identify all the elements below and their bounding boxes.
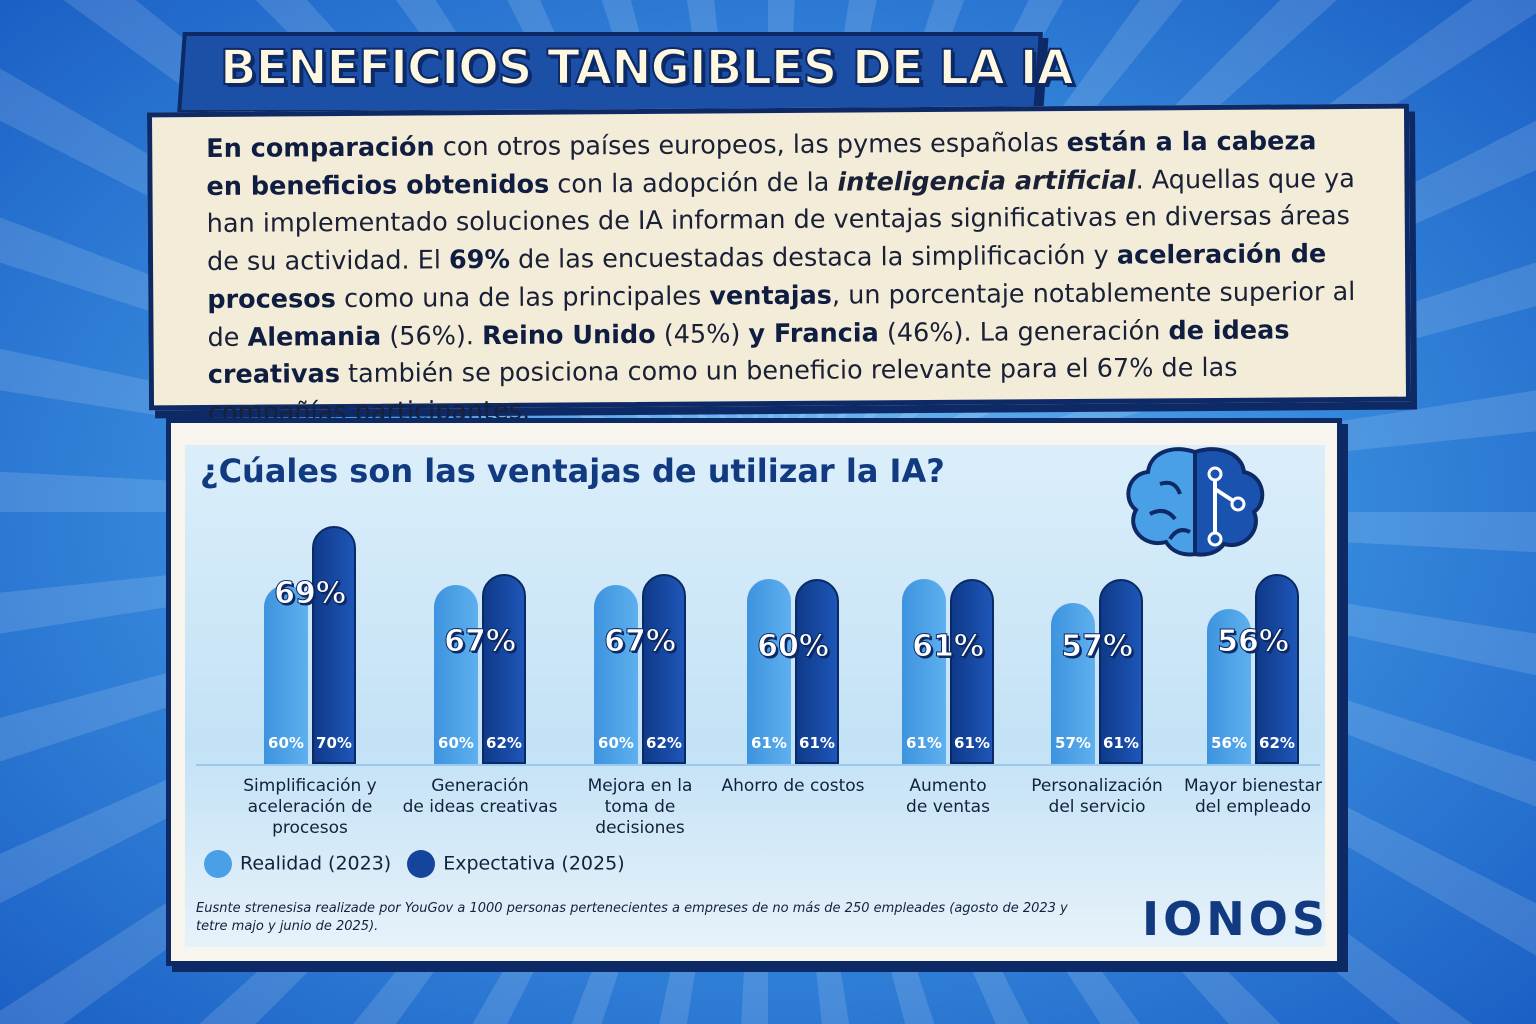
paragraph-segment: ventajas bbox=[709, 280, 833, 312]
category-label: Mayor bienestar del empleado bbox=[1183, 776, 1323, 817]
paragraph-segment: 69% bbox=[448, 244, 511, 276]
bar-realidad bbox=[434, 585, 478, 764]
legend-item-expectativa: Expectativa (2025) bbox=[407, 850, 625, 878]
bar-expectativa bbox=[950, 579, 994, 764]
bar-expectativa bbox=[795, 579, 839, 764]
category-label: Generación de ideas creativas bbox=[402, 776, 558, 817]
bar-realidad bbox=[594, 585, 638, 764]
value-label-realidad: 61% bbox=[906, 734, 942, 752]
category-label: Ahorro de costos bbox=[721, 776, 865, 796]
category-label: Aumento de ventas bbox=[906, 776, 990, 817]
category-label: Simplificación y aceleración de procesos bbox=[243, 776, 377, 838]
bar-expectativa bbox=[482, 573, 526, 764]
legend-swatch bbox=[407, 850, 436, 878]
value-label-expectativa: 62% bbox=[646, 734, 682, 752]
bar-expectativa bbox=[312, 525, 356, 764]
bar-realidad bbox=[264, 585, 308, 764]
category-label: Mejora en la toma de decisiones bbox=[587, 776, 693, 838]
paragraph-segment: (45%) bbox=[655, 318, 749, 350]
paragraph-segment: con la adopción de la bbox=[549, 167, 838, 200]
headline-value: 67% bbox=[444, 623, 517, 659]
headline-value: 69% bbox=[274, 575, 347, 611]
bar-expectativa bbox=[1099, 579, 1143, 764]
paragraph-segment: En comparación bbox=[206, 132, 435, 164]
value-label-realidad: 61% bbox=[751, 734, 787, 752]
bar-realidad bbox=[1051, 603, 1095, 764]
paragraph-segment: y Francia bbox=[748, 317, 879, 349]
category-label: Personalización del servicio bbox=[1031, 776, 1163, 817]
paragraph-segment: inteligencia artificial bbox=[837, 165, 1136, 198]
paragraph-segment: (56%). bbox=[381, 320, 483, 352]
chart-title: ¿Cúales son las ventajas de utilizar la … bbox=[200, 452, 945, 490]
bar-realidad bbox=[747, 579, 791, 764]
paragraph-segment: como una de las principales bbox=[335, 281, 710, 314]
headline-value: 60% bbox=[757, 629, 830, 665]
value-label-expectativa: 62% bbox=[486, 734, 522, 752]
value-label-realidad: 60% bbox=[268, 734, 304, 752]
paragraph-segment: de las encuestadas destaca la simplifica… bbox=[509, 240, 1117, 275]
value-label-expectativa: 61% bbox=[1103, 734, 1139, 752]
bar-realidad bbox=[902, 579, 946, 764]
brain-circuit-icon bbox=[1126, 447, 1265, 557]
page-title: BENEFICIOS TANGIBLES DE LA IA bbox=[219, 39, 1075, 97]
paragraph-segment: (46%). La generación bbox=[878, 315, 1169, 348]
legend: Realidad (2023) Expectativa (2025) bbox=[204, 850, 625, 878]
headline-value: 67% bbox=[604, 623, 677, 659]
bar-expectativa bbox=[1255, 573, 1299, 764]
paragraph-segment: Reino Unido bbox=[481, 319, 656, 351]
bar-realidad bbox=[1207, 609, 1251, 764]
paragraph-segment: con otros países europeos, las pymes esp… bbox=[434, 127, 1067, 163]
value-label-expectativa: 62% bbox=[1259, 734, 1295, 752]
chart-baseline bbox=[196, 764, 1320, 766]
value-label-expectativa: 61% bbox=[954, 734, 990, 752]
value-label-realidad: 60% bbox=[438, 734, 474, 752]
legend-swatch bbox=[204, 850, 232, 878]
value-label-realidad: 57% bbox=[1055, 734, 1091, 752]
paragraph-segment: también se posiciona como un beneficio r… bbox=[207, 353, 1238, 428]
legend-item-realidad: Realidad (2023) bbox=[204, 850, 391, 878]
headline-value: 61% bbox=[912, 629, 985, 665]
value-label-expectativa: 70% bbox=[316, 734, 352, 752]
intro-box: En comparación con otros países europeos… bbox=[146, 103, 1412, 428]
value-label-expectativa: 61% bbox=[799, 734, 835, 752]
headline-value: 56% bbox=[1217, 623, 1290, 659]
value-label-realidad: 60% bbox=[598, 734, 634, 752]
intro-paragraph: En comparación con otros países europeos… bbox=[206, 123, 1358, 433]
source-note: Eusnte strenesisa realizade por YouGov a… bbox=[196, 901, 1068, 934]
headline-value: 57% bbox=[1061, 629, 1134, 665]
value-label-realidad: 56% bbox=[1211, 734, 1247, 752]
ionos-logo: IONOS bbox=[1142, 892, 1329, 946]
paragraph-segment: Alemania bbox=[247, 321, 382, 353]
bar-expectativa bbox=[642, 573, 686, 764]
